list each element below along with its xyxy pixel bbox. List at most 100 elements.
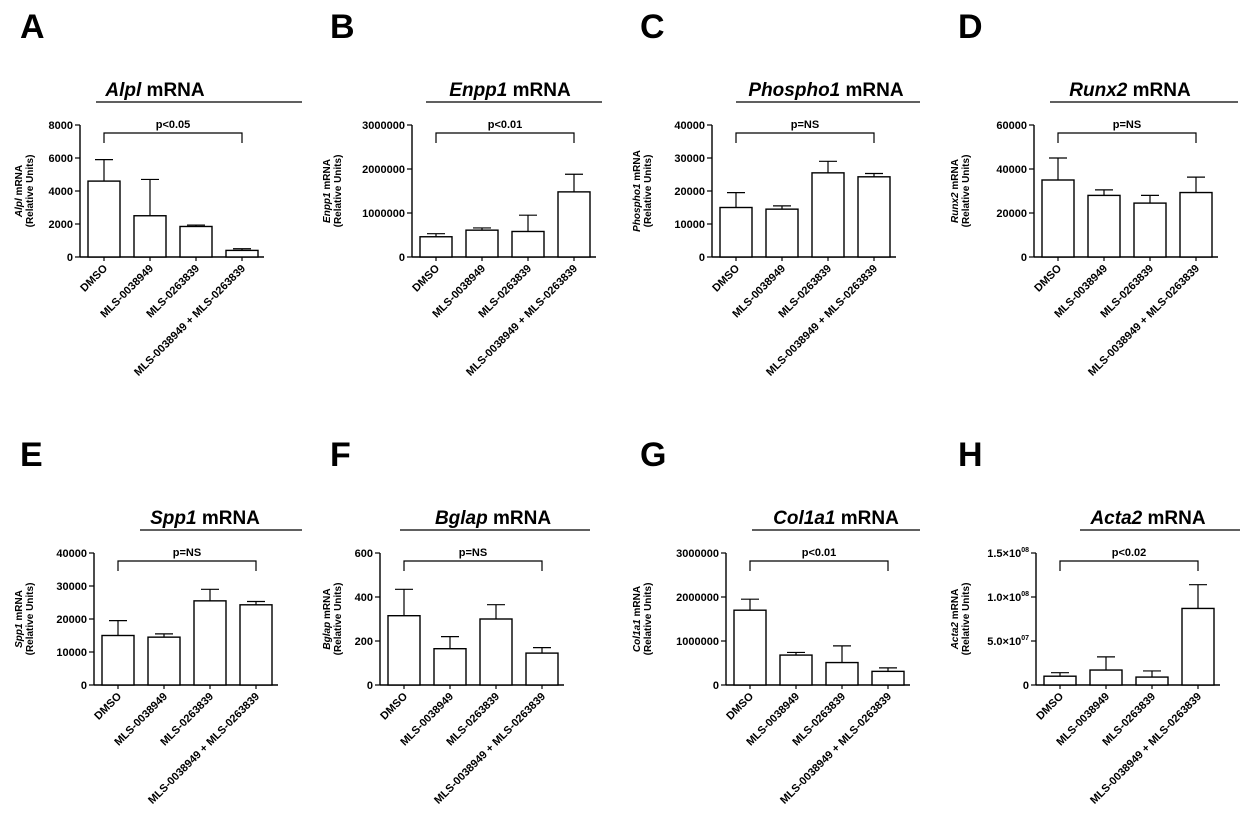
bar — [779, 654, 813, 686]
significance-bracket — [1057, 132, 1197, 143]
title-suffix: mRNA — [1127, 80, 1191, 101]
y-tick-label: 30000 — [674, 153, 705, 165]
title-suffix: mRNA — [840, 80, 904, 101]
y-axis-label: Phospho1 mRNA(Relative Units) — [632, 150, 654, 232]
y-tick-label: 0 — [67, 252, 73, 264]
title-gene: Bglap — [435, 508, 488, 529]
title-suffix: mRNA — [835, 508, 899, 529]
y-axis-label: Acta2 mRNA(Relative Units) — [950, 583, 972, 656]
bar — [765, 208, 799, 258]
y-tick-label: 0 — [367, 680, 373, 692]
ylabel-units: (Relative Units) — [25, 155, 36, 228]
x-tick-label: DMSO — [92, 690, 124, 722]
panel-letter: A — [20, 8, 45, 46]
x-tick-label: DMSO — [410, 262, 442, 294]
title-gene: Alpl — [104, 80, 142, 101]
bar — [1087, 194, 1121, 258]
y-tick-label: 8000 — [49, 120, 73, 132]
y-tick-exponent: 08 — [1021, 591, 1029, 598]
y-tick-label: 2000000 — [676, 592, 719, 604]
x-tick-label: DMSO — [1034, 690, 1066, 722]
y-axis-label: Spp1 mRNA(Relative Units) — [14, 583, 36, 656]
panel-letter: G — [640, 436, 666, 474]
ylabel-units: (Relative Units) — [961, 155, 972, 228]
y-axis-label: Col1a1 mRNA(Relative Units) — [632, 583, 654, 656]
ylabel-gene: Bglap — [322, 622, 333, 650]
title-gene: Spp1 — [150, 508, 196, 529]
y-tick-label: 1.0×1008 — [987, 591, 1029, 604]
p-value-label: p=NS — [791, 119, 819, 131]
x-tick-label: DMSO — [710, 262, 742, 294]
bar — [433, 648, 467, 686]
bar — [225, 249, 259, 258]
chart-title: Alpl mRNA — [104, 80, 205, 101]
bar — [1089, 669, 1123, 686]
y-tick-label: 1000000 — [362, 208, 405, 220]
bar — [525, 652, 559, 686]
bar — [557, 191, 591, 258]
y-tick-label: 3000000 — [676, 548, 719, 560]
chart-title: Col1a1 mRNA — [773, 508, 899, 529]
y-tick-label: 10000 — [674, 219, 705, 231]
ylabel-gene: Enpp1 — [322, 192, 333, 223]
y-axis-label: Enpp1 mRNA(Relative Units) — [322, 155, 344, 228]
bar — [733, 609, 767, 686]
ylabel-suffix: mRNA — [14, 590, 25, 623]
y-tick-label: 0 — [1021, 252, 1027, 264]
bar — [825, 661, 859, 686]
bar — [1043, 675, 1077, 686]
p-value-label: p=NS — [459, 547, 487, 559]
bar — [465, 229, 499, 258]
ylabel-units: (Relative Units) — [643, 155, 654, 228]
y-tick-label: 60000 — [996, 120, 1027, 132]
chart-title: Phospho1 mRNA — [748, 80, 903, 101]
bar — [193, 600, 227, 686]
significance-bracket — [749, 560, 889, 571]
ylabel-gene: Alpl — [14, 198, 25, 218]
y-tick-label: 4000 — [49, 186, 73, 198]
ylabel-units: (Relative Units) — [333, 155, 344, 228]
bar — [179, 225, 213, 258]
title-gene: Runx2 — [1069, 80, 1128, 101]
y-axis-label: Alpl mRNA(Relative Units) — [14, 155, 36, 228]
y-tick-label: 0 — [399, 252, 405, 264]
bar — [133, 215, 167, 258]
y-tick-mantissa: 1.0×10 — [987, 592, 1021, 604]
title-suffix: mRNA — [507, 80, 571, 101]
bar — [811, 172, 845, 258]
y-tick-label: 200 — [355, 636, 373, 648]
p-value-label: p<0.01 — [802, 547, 837, 559]
y-tick-label: 400 — [355, 592, 373, 604]
title-suffix: mRNA — [197, 508, 261, 529]
ylabel-suffix: mRNA — [14, 165, 25, 198]
y-tick-label: 2000000 — [362, 164, 405, 176]
ylabel-gene: Col1a1 — [632, 619, 643, 652]
ylabel-suffix: mRNA — [322, 588, 333, 621]
y-tick-label: 0 — [713, 680, 719, 692]
bar — [1133, 202, 1167, 258]
p-value-label: p=NS — [173, 547, 201, 559]
bar — [239, 604, 273, 686]
title-suffix: mRNA — [488, 508, 552, 529]
ylabel-units: (Relative Units) — [643, 583, 654, 656]
y-tick-label: 0 — [699, 252, 705, 264]
ylabel-suffix: mRNA — [632, 150, 643, 183]
bar — [101, 634, 135, 686]
bar — [511, 230, 545, 258]
y-tick-label: 10000 — [56, 647, 87, 659]
p-value-label: p<0.05 — [156, 119, 191, 131]
bar — [479, 618, 513, 686]
bar — [1041, 179, 1075, 258]
p-value-label: p=NS — [1113, 119, 1141, 131]
y-tick-label: 600 — [355, 548, 373, 560]
ylabel-suffix: mRNA — [322, 159, 333, 192]
title-gene: Acta2 — [1089, 508, 1142, 529]
significance-bracket — [117, 560, 257, 571]
chart-title: Bglap mRNA — [435, 508, 551, 529]
p-value-label: p<0.02 — [1112, 547, 1147, 559]
title-gene: Enpp1 — [449, 80, 507, 101]
